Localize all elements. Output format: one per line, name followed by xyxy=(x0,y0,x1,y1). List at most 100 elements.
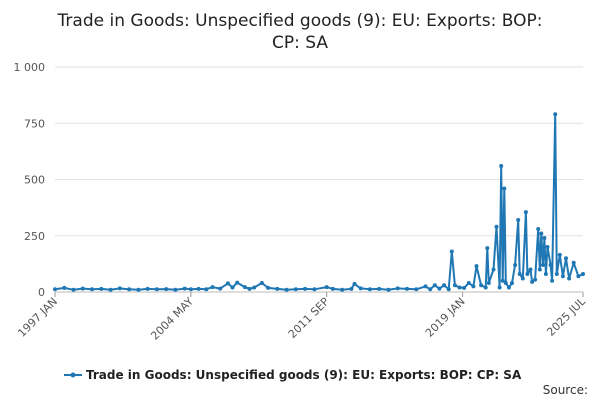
data-point[interactable] xyxy=(414,287,419,292)
data-point[interactable] xyxy=(386,287,391,292)
data-point[interactable] xyxy=(542,236,547,240)
data-point[interactable] xyxy=(352,281,357,286)
data-point[interactable] xyxy=(367,287,372,292)
data-point[interactable] xyxy=(540,263,545,267)
data-point[interactable] xyxy=(108,287,113,292)
data-point[interactable] xyxy=(560,274,565,279)
data-point[interactable] xyxy=(462,285,467,290)
data-point[interactable] xyxy=(516,218,521,222)
data-point[interactable] xyxy=(235,280,240,285)
data-point[interactable] xyxy=(528,267,533,272)
data-point[interactable] xyxy=(506,285,511,290)
data-point[interactable] xyxy=(210,285,215,290)
data-point[interactable] xyxy=(500,278,505,283)
data-point[interactable] xyxy=(242,285,247,290)
data-point[interactable] xyxy=(457,285,462,290)
data-point[interactable] xyxy=(330,286,335,291)
data-point[interactable] xyxy=(204,287,209,292)
data-point[interactable] xyxy=(293,287,298,292)
data-point[interactable] xyxy=(449,249,454,254)
data-point[interactable] xyxy=(466,281,471,285)
data-point[interactable] xyxy=(324,285,329,290)
data-point[interactable] xyxy=(62,285,67,290)
data-point[interactable] xyxy=(340,287,345,292)
data-point[interactable] xyxy=(536,227,541,231)
data-point[interactable] xyxy=(303,286,308,291)
data-point[interactable] xyxy=(71,287,76,292)
data-point[interactable] xyxy=(530,279,535,284)
data-point[interactable] xyxy=(483,285,488,290)
data-point[interactable] xyxy=(485,246,490,251)
series-layer xyxy=(53,112,585,292)
data-point[interactable] xyxy=(523,210,528,215)
data-point[interactable] xyxy=(80,286,85,291)
data-point[interactable] xyxy=(423,284,428,289)
data-point[interactable] xyxy=(275,286,280,291)
data-point[interactable] xyxy=(520,276,525,281)
data-point[interactable] xyxy=(196,286,201,291)
data-point[interactable] xyxy=(503,281,508,285)
data-point[interactable] xyxy=(164,287,169,292)
data-point[interactable] xyxy=(405,286,409,291)
data-point[interactable] xyxy=(90,287,95,292)
data-point[interactable] xyxy=(349,286,354,291)
data-point[interactable] xyxy=(182,286,187,291)
data-point[interactable] xyxy=(312,287,317,292)
data-point[interactable] xyxy=(452,283,457,288)
data-point[interactable] xyxy=(554,272,559,276)
data-point[interactable] xyxy=(494,224,499,229)
data-point[interactable] xyxy=(188,287,193,292)
data-point[interactable] xyxy=(517,272,522,276)
legend[interactable]: Trade in Goods: Unspecified goods (9): E… xyxy=(64,368,522,382)
data-point[interactable] xyxy=(486,281,491,285)
data-point[interactable] xyxy=(53,287,57,292)
data-point[interactable] xyxy=(557,252,562,257)
data-point[interactable] xyxy=(471,284,476,289)
data-point[interactable] xyxy=(395,286,400,291)
data-point[interactable] xyxy=(533,277,538,282)
data-point[interactable] xyxy=(545,245,550,249)
data-point[interactable] xyxy=(497,285,502,290)
data-point[interactable] xyxy=(173,287,178,292)
data-point[interactable] xyxy=(432,283,437,288)
data-point[interactable] xyxy=(437,286,442,291)
data-point[interactable] xyxy=(117,286,122,291)
data-point[interactable] xyxy=(154,287,159,292)
data-point[interactable] xyxy=(567,276,572,281)
data-point[interactable] xyxy=(474,264,479,269)
data-point[interactable] xyxy=(525,272,530,276)
data-point[interactable] xyxy=(136,287,141,292)
data-point[interactable] xyxy=(377,286,382,291)
data-point[interactable] xyxy=(428,287,433,292)
data-point[interactable] xyxy=(127,287,132,292)
data-point[interactable] xyxy=(230,285,235,290)
data-point[interactable] xyxy=(491,267,496,272)
data-point[interactable] xyxy=(266,285,271,290)
data-point[interactable] xyxy=(576,274,581,279)
data-point[interactable] xyxy=(225,281,230,286)
data-point[interactable] xyxy=(510,281,514,285)
data-point[interactable] xyxy=(358,286,363,291)
data-point[interactable] xyxy=(252,285,257,290)
data-point[interactable] xyxy=(284,287,289,292)
data-point[interactable] xyxy=(247,286,252,291)
data-point[interactable] xyxy=(218,286,223,291)
data-point[interactable] xyxy=(581,272,585,276)
data-point[interactable] xyxy=(564,256,568,261)
data-point[interactable] xyxy=(571,260,576,265)
data-point[interactable] xyxy=(553,112,558,117)
data-point[interactable] xyxy=(537,267,542,272)
data-point[interactable] xyxy=(446,287,451,292)
data-point[interactable] xyxy=(513,263,518,267)
data-point[interactable] xyxy=(548,263,553,267)
data-point[interactable] xyxy=(442,283,447,288)
data-point[interactable] xyxy=(259,281,264,285)
data-point[interactable] xyxy=(99,286,104,291)
data-point[interactable] xyxy=(543,272,548,276)
data-point[interactable] xyxy=(145,286,150,291)
data-point[interactable] xyxy=(550,278,555,283)
data-point[interactable] xyxy=(539,231,544,236)
data-point[interactable] xyxy=(479,283,484,288)
data-point[interactable] xyxy=(502,186,507,191)
data-point[interactable] xyxy=(499,164,504,168)
